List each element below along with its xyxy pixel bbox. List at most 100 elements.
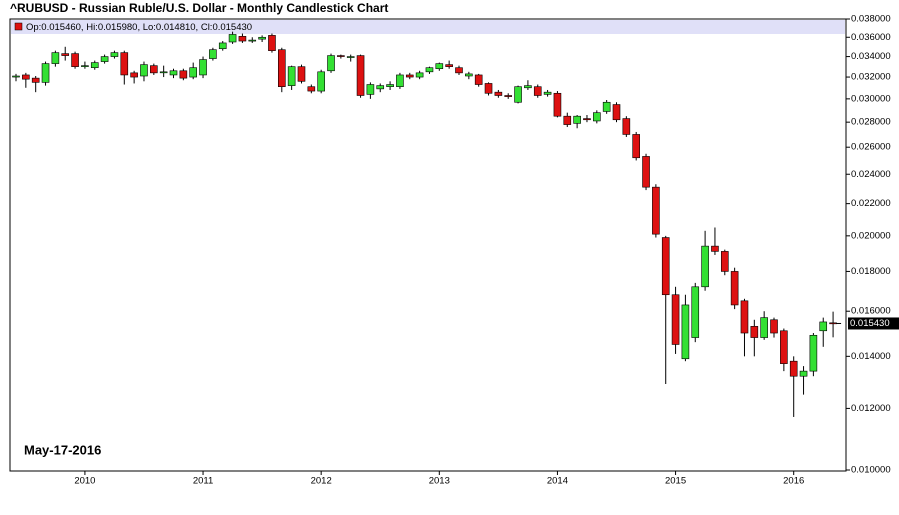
y-tick-label: 0.016000 (851, 306, 891, 317)
x-tick-label: 2010 (74, 476, 95, 487)
candle-body (819, 321, 828, 332)
candle-body (622, 118, 631, 135)
candle-body (90, 62, 99, 68)
candle-body (573, 115, 581, 124)
y-tick-label: 0.024000 (851, 169, 891, 180)
x-tick-label: 2013 (429, 476, 450, 487)
candle-body (730, 271, 739, 306)
candle-body (51, 52, 60, 64)
y-tick-label: 0.010000 (851, 465, 891, 476)
candle-body (652, 186, 660, 235)
candle-body (661, 237, 670, 296)
ohlc-legend: Op:0.015460, Hi:0.015980, Lo:0.014810, C… (26, 22, 252, 33)
y-tick-label: 0.028000 (851, 117, 891, 128)
x-tick-label: 2011 (193, 476, 213, 487)
candle-body (366, 84, 375, 95)
candle-body (199, 59, 207, 76)
candle-body (317, 71, 325, 92)
candle-body (218, 42, 227, 50)
x-tick-label: 2012 (311, 476, 332, 487)
y-tick-label: 0.032000 (851, 72, 891, 83)
candle-body (484, 83, 493, 94)
date-annotation: May-17-2016 (24, 442, 101, 457)
legend-swatch (14, 22, 23, 31)
candle-body (583, 118, 591, 121)
candle-body (110, 52, 119, 57)
candle-body (356, 55, 365, 96)
x-tick-label: 2015 (665, 476, 686, 487)
candle-body (642, 156, 650, 188)
candle-body (593, 112, 601, 122)
candle-body (632, 134, 640, 159)
candle-body (405, 74, 414, 78)
candle-body (268, 35, 276, 51)
candle-body (140, 64, 148, 77)
candle-body (189, 67, 197, 78)
candle-body (22, 74, 30, 80)
candle-body (31, 77, 40, 83)
y-tick-label: 0.026000 (851, 142, 891, 153)
candle-body (553, 92, 562, 117)
y-tick-label: 0.012000 (851, 403, 891, 414)
candle-body (396, 74, 404, 87)
candle-body (789, 360, 798, 377)
legend-band (11, 20, 845, 34)
y-tick-label: 0.038000 (851, 14, 891, 25)
candle-body (209, 49, 217, 59)
candle-body (386, 84, 394, 87)
candle-body (435, 63, 444, 70)
candle-body (760, 317, 768, 338)
x-tick-label: 2016 (783, 476, 804, 487)
candle-body (809, 334, 818, 372)
candle-body (711, 245, 719, 252)
candle-body (169, 70, 178, 76)
candle-body (130, 72, 138, 78)
candle-body (376, 85, 385, 90)
candle-body (277, 49, 286, 87)
candle-body (425, 67, 434, 73)
y-tick-label: 0.020000 (851, 230, 891, 241)
last-price-label: 0.015430 (850, 318, 890, 329)
candle-body (455, 67, 463, 74)
y-tick-label: 0.022000 (851, 198, 891, 209)
candle-body (297, 66, 306, 82)
candle-body (415, 72, 424, 78)
candle-body (780, 330, 788, 364)
x-tick-label: 2014 (547, 476, 568, 487)
candle-body (602, 101, 611, 112)
candle-body (445, 64, 453, 67)
candle-body (41, 63, 50, 83)
candle-body (533, 86, 542, 96)
y-tick-label: 0.030000 (851, 93, 891, 104)
candle-body (740, 300, 749, 334)
candle-body (770, 319, 778, 334)
candle-body (494, 91, 503, 96)
candle-body (248, 39, 257, 42)
candle-body (524, 85, 532, 89)
candle-body (287, 66, 296, 86)
candle-body (61, 53, 70, 56)
candle-body (179, 70, 188, 79)
last-price-box (848, 317, 899, 330)
y-tick-label: 0.014000 (851, 351, 891, 362)
candle-body (720, 251, 729, 272)
candle-body (799, 370, 808, 377)
candle-body (514, 86, 522, 103)
candle-body (750, 326, 759, 338)
candle-body (327, 55, 335, 72)
candle-body (337, 55, 345, 57)
candle-body (346, 56, 355, 58)
chart-title: ^RUBUSD - Russian Ruble/U.S. Dollar - Mo… (10, 1, 388, 15)
candle-body (258, 36, 266, 40)
candle-body (681, 304, 690, 360)
candle-body (829, 322, 837, 325)
candle-body (691, 286, 700, 338)
candle-body (238, 36, 247, 42)
candle-body (12, 75, 20, 78)
candle-body (474, 74, 483, 85)
candle-body (100, 56, 109, 62)
candle-body (563, 115, 572, 125)
y-tick-label: 0.034000 (851, 51, 891, 62)
